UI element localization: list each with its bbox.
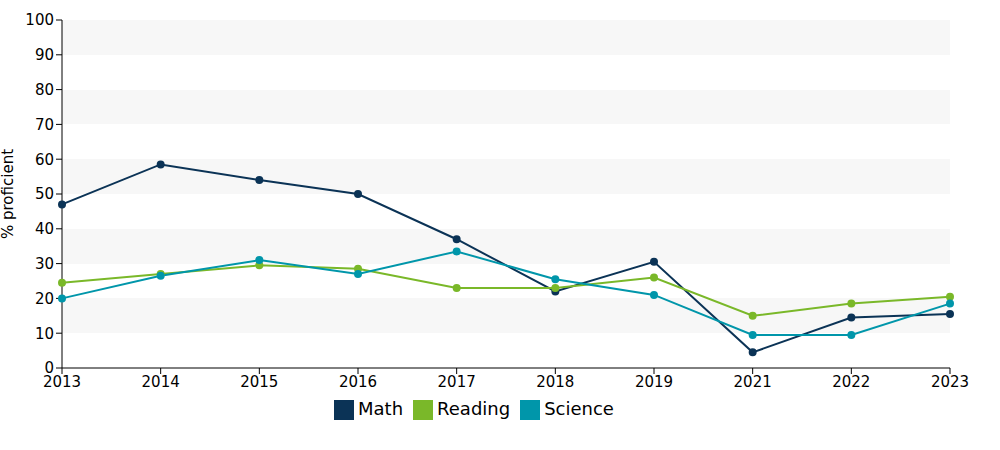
svg-text:2023: 2023 <box>931 373 969 391</box>
svg-text:2018: 2018 <box>536 373 574 391</box>
svg-text:100: 100 <box>25 11 54 29</box>
svg-text:60: 60 <box>35 151 54 169</box>
svg-text:50: 50 <box>35 185 54 203</box>
html-text:Reading: Reading <box>437 398 511 419</box>
svg-text:2022: 2022 <box>832 373 870 391</box>
svg-text:2013: 2013 <box>42 372 82 391</box>
svg-text:20: 20 <box>35 290 54 308</box>
svg-text:10: 10 <box>35 325 54 343</box>
html-text:Math: Math <box>358 398 404 419</box>
svg-text:80: 80 <box>35 81 54 99</box>
svg-text:2021: 2021 <box>734 373 772 391</box>
svg-text:2015: 2015 <box>240 373 278 391</box>
svg-text:40: 40 <box>35 220 54 238</box>
svg-text:30: 30 <box>35 255 54 273</box>
svg-text:% proficient: % proficient <box>8 149 17 239</box>
svg-text:70: 70 <box>35 116 54 134</box>
svg-text:2016: 2016 <box>339 373 377 391</box>
html-text:Science: Science <box>544 398 614 419</box>
svg-text:2014: 2014 <box>142 373 180 391</box>
svg-text:0: 0 <box>44 359 54 377</box>
svg-text:2019: 2019 <box>635 373 673 391</box>
svg-text:2017: 2017 <box>438 373 476 391</box>
svg-text:90: 90 <box>35 46 54 64</box>
